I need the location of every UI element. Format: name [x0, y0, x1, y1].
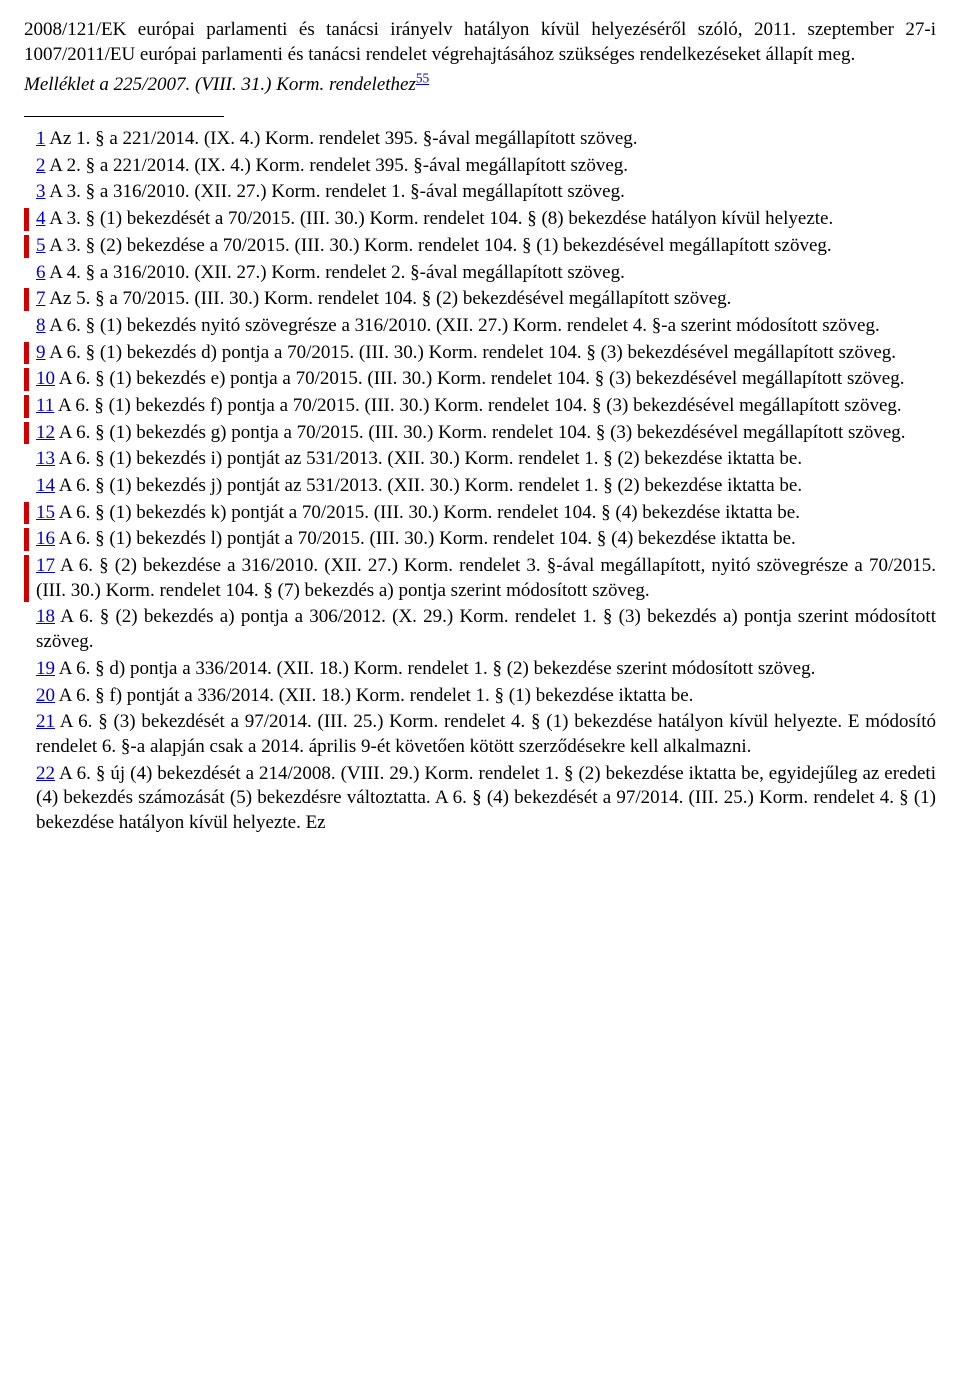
- footnote-1: 1 Az 1. § a 221/2014. (IX. 4.) Korm. ren…: [24, 127, 936, 152]
- footnote-7: 7 Az 5. § a 70/2015. (III. 30.) Korm. re…: [24, 287, 936, 312]
- footnote-22: 22 A 6. § új (4) bekezdését a 214/2008. …: [24, 762, 936, 836]
- footnote-ref-10[interactable]: 10: [36, 368, 55, 389]
- footnote-ref-6[interactable]: 6: [36, 262, 46, 283]
- footnote-14: 14 A 6. § (1) bekezdés j) pontját az 531…: [24, 474, 936, 499]
- footnote-text-6: A 4. § a 316/2010. (XII. 27.) Korm. rend…: [46, 262, 625, 283]
- footnote-ref-18[interactable]: 18: [36, 606, 55, 627]
- footnote-text-13: A 6. § (1) bekezdés i) pontját az 531/20…: [55, 448, 802, 469]
- footnote-10: 10 A 6. § (1) bekezdés e) pontja a 70/20…: [24, 367, 936, 392]
- footnote-ref-2[interactable]: 2: [36, 155, 46, 176]
- footnote-21: 21 A 6. § (3) bekezdését a 97/2014. (III…: [24, 710, 936, 759]
- footnote-20: 20 A 6. § f) pontját a 336/2014. (XII. 1…: [24, 684, 936, 709]
- footnote-text-9: A 6. § (1) bekezdés d) pontja a 70/2015.…: [46, 342, 897, 363]
- footnote-ref-14[interactable]: 14: [36, 475, 55, 496]
- footnote-ref-21[interactable]: 21: [36, 711, 55, 732]
- footnote-12: 12 A 6. § (1) bekezdés g) pontja a 70/20…: [24, 421, 936, 446]
- footnote-16: 16 A 6. § (1) bekezdés l) pontját a 70/2…: [24, 527, 936, 552]
- footnote-ref-8[interactable]: 8: [36, 315, 46, 336]
- footnote-ref-1[interactable]: 1: [36, 128, 46, 149]
- footnote-13: 13 A 6. § (1) bekezdés i) pontját az 531…: [24, 447, 936, 472]
- footnote-text-4: A 3. § (1) bekezdését a 70/2015. (III. 3…: [46, 208, 834, 229]
- footnote-text-8: A 6. § (1) bekezdés nyitó szövegrésze a …: [46, 315, 880, 336]
- separator: [24, 116, 224, 117]
- footnote-ref-13[interactable]: 13: [36, 448, 55, 469]
- intro-italic: Melléklet a 225/2007. (VIII. 31.) Korm. …: [24, 74, 416, 95]
- footnote-text-3: A 3. § a 316/2010. (XII. 27.) Korm. rend…: [46, 181, 625, 202]
- footnote-ref-16[interactable]: 16: [36, 528, 55, 549]
- footnote-text-18: A 6. § (2) bekezdés a) pontja a 306/2012…: [36, 606, 936, 652]
- footnote-ref-20[interactable]: 20: [36, 685, 55, 706]
- footnote-text-5: A 3. § (2) bekezdése a 70/2015. (III. 30…: [46, 235, 832, 256]
- footnote-text-20: A 6. § f) pontját a 336/2014. (XII. 18.)…: [55, 685, 693, 706]
- footnote-ref-12[interactable]: 12: [36, 422, 55, 443]
- footnote-18: 18 A 6. § (2) bekezdés a) pontja a 306/2…: [24, 605, 936, 654]
- footnote-text-1: Az 1. § a 221/2014. (IX. 4.) Korm. rende…: [46, 128, 638, 149]
- footnote-15: 15 A 6. § (1) bekezdés k) pontját a 70/2…: [24, 501, 936, 526]
- footnote-ref-4[interactable]: 4: [36, 208, 46, 229]
- footnote-text-2: A 2. § a 221/2014. (IX. 4.) Korm. rendel…: [46, 155, 629, 176]
- footnote-ref-17[interactable]: 17: [36, 555, 55, 576]
- footnote-text-11: A 6. § (1) bekezdés f) pontja a 70/2015.…: [54, 395, 901, 416]
- footnote-11: 11 A 6. § (1) bekezdés f) pontja a 70/20…: [24, 394, 936, 419]
- footnote-text-7: Az 5. § a 70/2015. (III. 30.) Korm. rend…: [46, 288, 732, 309]
- footnote-text-21: A 6. § (3) bekezdését a 97/2014. (III. 2…: [36, 711, 936, 757]
- footnote-ref-19[interactable]: 19: [36, 658, 55, 679]
- footnote-text-10: A 6. § (1) bekezdés e) pontja a 70/2015.…: [55, 368, 904, 389]
- footnotes-block: 1 Az 1. § a 221/2014. (IX. 4.) Korm. ren…: [24, 127, 936, 836]
- footnote-ref-15[interactable]: 15: [36, 502, 55, 523]
- footnote-text-19: A 6. § d) pontja a 336/2014. (XII. 18.) …: [55, 658, 815, 679]
- footnote-17: 17 A 6. § (2) bekezdése a 316/2010. (XII…: [24, 554, 936, 603]
- footnote-ref-7[interactable]: 7: [36, 288, 46, 309]
- footnote-5: 5 A 3. § (2) bekezdése a 70/2015. (III. …: [24, 234, 936, 259]
- footnote-text-15: A 6. § (1) bekezdés k) pontját a 70/2015…: [55, 502, 800, 523]
- footnote-text-22: A 6. § új (4) bekezdését a 214/2008. (VI…: [36, 763, 936, 833]
- footnote-6: 6 A 4. § a 316/2010. (XII. 27.) Korm. re…: [24, 261, 936, 286]
- footnote-ref-9[interactable]: 9: [36, 342, 46, 363]
- footnote-4: 4 A 3. § (1) bekezdését a 70/2015. (III.…: [24, 207, 936, 232]
- footnote-text-12: A 6. § (1) bekezdés g) pontja a 70/2015.…: [55, 422, 906, 443]
- intro-paragraph-1: 2008/121/EK európai parlamenti és tanács…: [24, 18, 936, 67]
- footnote-ref-3[interactable]: 3: [36, 181, 46, 202]
- footnote-text-16: A 6. § (1) bekezdés l) pontját a 70/2015…: [55, 528, 796, 549]
- footnote-19: 19 A 6. § d) pontja a 336/2014. (XII. 18…: [24, 657, 936, 682]
- intro-paragraph-2: Melléklet a 225/2007. (VIII. 31.) Korm. …: [24, 73, 936, 98]
- footnote-2: 2 A 2. § a 221/2014. (IX. 4.) Korm. rend…: [24, 154, 936, 179]
- footnote-ref-5[interactable]: 5: [36, 235, 46, 256]
- footnote-9: 9 A 6. § (1) bekezdés d) pontja a 70/201…: [24, 341, 936, 366]
- footnote-text-14: A 6. § (1) bekezdés j) pontját az 531/20…: [55, 475, 802, 496]
- footnote-8: 8 A 6. § (1) bekezdés nyitó szövegrésze …: [24, 314, 936, 339]
- footnote-3: 3 A 3. § a 316/2010. (XII. 27.) Korm. re…: [24, 180, 936, 205]
- footnote-ref-22[interactable]: 22: [36, 763, 55, 784]
- intro-sup-ref[interactable]: 55: [416, 71, 429, 86]
- footnote-ref-11[interactable]: 11: [36, 395, 54, 416]
- footnote-text-17: A 6. § (2) bekezdése a 316/2010. (XII. 2…: [36, 555, 936, 601]
